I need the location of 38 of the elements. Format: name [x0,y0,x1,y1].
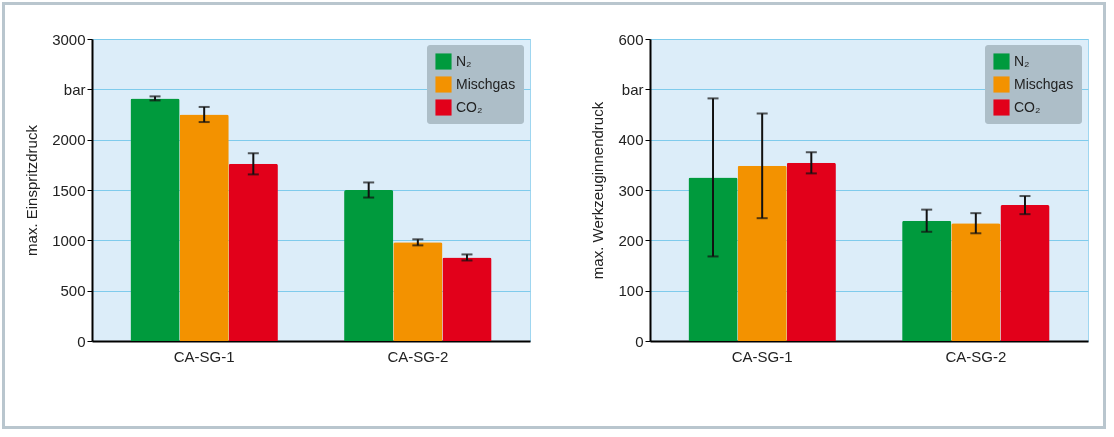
x-tick-label: CA-SG-1 [731,347,793,365]
y-tick-label: 200 [618,231,644,249]
bar [179,114,229,341]
y-tick-label: 400 [618,131,644,149]
bar [951,223,1001,341]
legend-label: Mischgas [456,75,516,92]
bar [344,190,394,341]
bar [688,177,738,341]
y-tick-label: 0 [77,332,86,350]
legend-label: N₂ [1014,52,1030,69]
y-tick-label: 100 [618,282,644,300]
y-tick-label: 0 [635,332,644,350]
x-tick-label: CA-SG-2 [945,347,1007,365]
bar [130,98,180,341]
y-tick-label: 2000 [52,131,86,149]
y-tick-label: 300 [618,181,644,199]
bar [1000,205,1050,341]
bar [786,162,836,341]
y-axis-title: max. Werkzeuginnendruck [589,101,607,280]
y-tick-label: 1000 [52,231,86,249]
x-tick-label: CA-SG-2 [387,347,449,365]
legend-label: CO₂ [456,98,483,115]
bar [228,163,278,341]
legend-label: CO₂ [1014,98,1041,115]
bar [442,257,492,341]
y-tick-label: 3000 [52,30,86,48]
bar [902,220,952,341]
legend-label: N₂ [456,52,472,69]
x-tick-label: CA-SG-1 [173,347,235,365]
bar [737,165,787,341]
y-tick-label: 600 [618,30,644,48]
bar [393,242,443,341]
y-tick-label: bar [63,80,86,98]
y-tick-label: 1500 [52,181,86,199]
y-tick-label: bar [621,80,644,98]
y-tick-label: 500 [60,282,86,300]
y-axis-title: max. Einspritzdruck [23,124,41,256]
legend-label: Mischgas [1014,75,1074,92]
